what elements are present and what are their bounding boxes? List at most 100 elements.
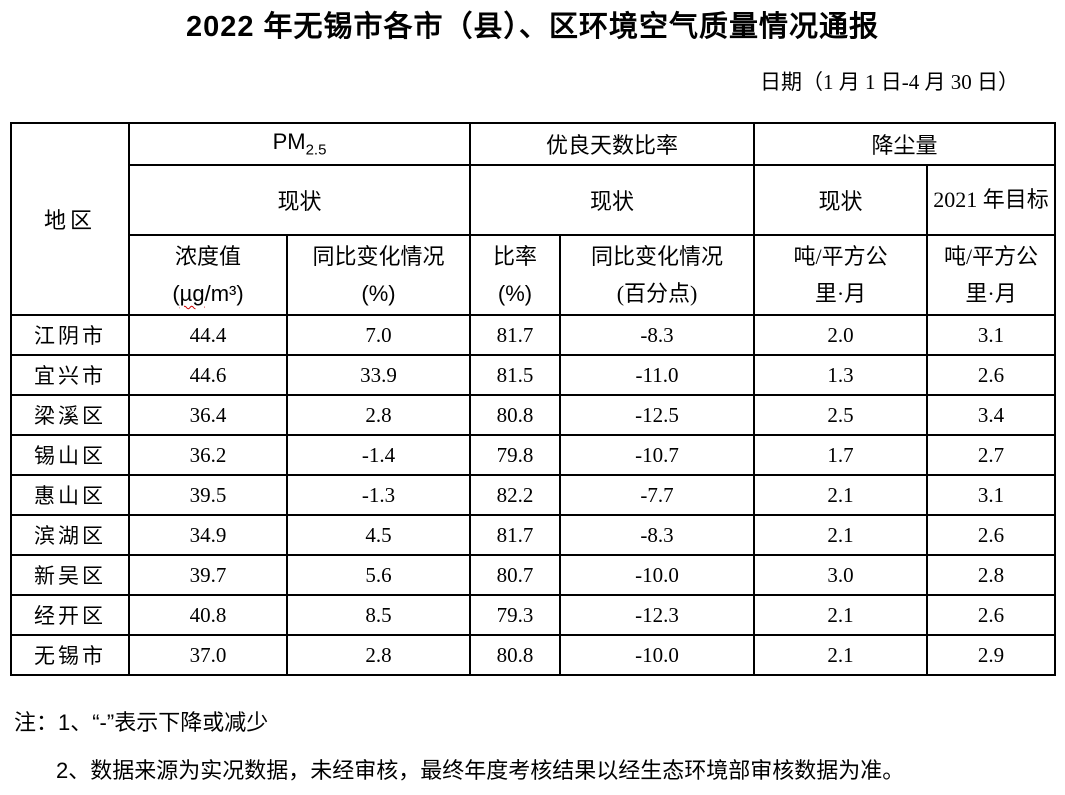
value-cell: 2.1 bbox=[753, 474, 929, 516]
value-cell: 79.8 bbox=[469, 434, 562, 476]
pm25-yoy-change-header: 同比变化情况 (%) bbox=[285, 234, 472, 316]
value-cell: 2.1 bbox=[753, 514, 929, 556]
pm25-label-subscript: 2.5 bbox=[305, 141, 327, 159]
table-row: 宜兴市 44.6 33.9 81.5 -11.0 1.3 2.6 bbox=[10, 354, 1057, 396]
table-row: 惠山区 39.5 -1.3 82.2 -7.7 2.1 3.1 bbox=[10, 474, 1057, 516]
pm25-concentration-header: 浓度值 (µg/m³) bbox=[128, 234, 288, 316]
value-cell: 80.7 bbox=[469, 554, 562, 596]
value-cell: 34.9 bbox=[128, 514, 288, 556]
value-cell: 39.5 bbox=[128, 474, 288, 516]
document-title: 2022 年无锡市各市（县）、区环境空气质量情况通报 bbox=[185, 11, 880, 43]
value-cell: 3.1 bbox=[926, 314, 1057, 356]
table-row: 滨湖区 34.9 4.5 81.7 -8.3 2.1 2.6 bbox=[10, 514, 1057, 556]
region-cell: 宜兴市 bbox=[10, 354, 130, 396]
value-cell: 2.8 bbox=[285, 634, 472, 676]
region-cell: 锡山区 bbox=[10, 434, 130, 476]
table-row: 梁溪区 36.4 2.8 80.8 -12.5 2.5 3.4 bbox=[10, 394, 1057, 436]
pm25-label-base: PM bbox=[272, 129, 306, 155]
table-row: 新吴区 39.7 5.6 80.7 -10.0 3.0 2.8 bbox=[10, 554, 1057, 596]
region-cell: 无锡市 bbox=[10, 634, 130, 676]
value-cell: 2.9 bbox=[926, 634, 1057, 676]
dustfall-current-unit-header: 吨/平方公 里·月 bbox=[753, 234, 929, 316]
value-cell: 79.3 bbox=[469, 594, 562, 636]
dustfall-target-unit-header: 吨/平方公 里·月 bbox=[926, 234, 1057, 316]
value-cell: 44.6 bbox=[128, 354, 288, 396]
value-cell: 33.9 bbox=[285, 354, 472, 396]
value-cell: 36.4 bbox=[128, 394, 288, 436]
value-cell: -8.3 bbox=[559, 314, 756, 356]
value-cell: 1.3 bbox=[753, 354, 929, 396]
value-cell: 36.2 bbox=[128, 434, 288, 476]
dustfall-status-header: 现状 bbox=[753, 164, 929, 236]
good-days-ratio-header: 比率 (%) bbox=[469, 234, 562, 316]
value-cell: -7.7 bbox=[559, 474, 756, 516]
value-cell: 2.1 bbox=[753, 634, 929, 676]
note-2: 2、数据来源为实况数据，未经审核，最终年度考核结果以经生态环境部审核数据为准。 bbox=[56, 758, 905, 783]
good-days-status-header: 现状 bbox=[469, 164, 756, 236]
value-cell: 82.2 bbox=[469, 474, 562, 516]
value-cell: 2.1 bbox=[753, 594, 929, 636]
region-cell: 梁溪区 bbox=[10, 394, 130, 436]
value-cell: -10.0 bbox=[559, 634, 756, 676]
value-cell: -11.0 bbox=[559, 354, 756, 396]
value-cell: 37.0 bbox=[128, 634, 288, 676]
value-cell: 3.0 bbox=[753, 554, 929, 596]
table-row: 无锡市 37.0 2.8 80.8 -10.0 2.1 2.9 bbox=[10, 634, 1057, 676]
region-cell: 经开区 bbox=[10, 594, 130, 636]
pm25-concentration-unit: (µg/m³) bbox=[172, 281, 244, 306]
value-cell: 4.5 bbox=[285, 514, 472, 556]
value-cell: -12.5 bbox=[559, 394, 756, 436]
value-cell: 2.7 bbox=[926, 434, 1057, 476]
value-cell: 2.5 bbox=[753, 394, 929, 436]
table-row: 经开区 40.8 8.5 79.3 -12.3 2.1 2.6 bbox=[10, 594, 1057, 636]
region-cell: 江阴市 bbox=[10, 314, 130, 356]
value-cell: 81.7 bbox=[469, 514, 562, 556]
value-cell: 2.8 bbox=[926, 554, 1057, 596]
region-cell: 滨湖区 bbox=[10, 514, 130, 556]
dustfall-target-header: 2021 年目标 bbox=[926, 164, 1057, 236]
table-header-row-status: 现状 现状 现状 2021 年目标 bbox=[11, 164, 1057, 236]
value-cell: 81.7 bbox=[469, 314, 562, 356]
date-range: 日期（1 月 1 日-4 月 30 日） bbox=[760, 70, 1019, 94]
value-cell: 80.8 bbox=[469, 634, 562, 676]
table-row: 江阴市 44.4 7.0 81.7 -8.3 2.0 3.1 bbox=[10, 314, 1057, 356]
value-cell: -1.4 bbox=[285, 434, 472, 476]
dustfall-group-header: 降尘量 bbox=[753, 122, 1057, 166]
air-quality-table: 地区 PM2.5 优良天数比率 降尘量 现状 现状 现状 2021 年目标 浓度… bbox=[10, 122, 1057, 676]
value-cell: 2.6 bbox=[926, 514, 1057, 556]
value-cell: 2.6 bbox=[926, 594, 1057, 636]
pm25-concentration-label: 浓度值 bbox=[174, 244, 241, 269]
table-row: 锡山区 36.2 -1.4 79.8 -10.7 1.7 2.7 bbox=[10, 434, 1057, 476]
value-cell: -10.0 bbox=[559, 554, 756, 596]
good-days-yoy-change-header: 同比变化情况 (百分点) bbox=[559, 234, 756, 316]
value-cell: -1.3 bbox=[285, 474, 472, 516]
value-cell: 3.4 bbox=[926, 394, 1057, 436]
value-cell: 81.5 bbox=[469, 354, 562, 396]
value-cell: 2.0 bbox=[753, 314, 929, 356]
value-cell: 2.6 bbox=[926, 354, 1057, 396]
value-cell: 5.6 bbox=[285, 554, 472, 596]
good-days-group-header: 优良天数比率 bbox=[469, 122, 756, 166]
value-cell: 44.4 bbox=[128, 314, 288, 356]
table-header-row-units: 浓度值 (µg/m³) 同比变化情况 (%) 比率 (%) 同比变化情况 (百分… bbox=[11, 234, 1057, 316]
value-cell: 40.8 bbox=[128, 594, 288, 636]
value-cell: 2.8 bbox=[285, 394, 472, 436]
note-1: 注：1、“-”表示下降或减少 bbox=[14, 710, 269, 735]
region-column-header: 地区 bbox=[10, 122, 130, 316]
value-cell: 7.0 bbox=[285, 314, 472, 356]
table-body: 江阴市 44.4 7.0 81.7 -8.3 2.0 3.1 宜兴市 44.6 33.9 81.5-… bbox=[10, 314, 1057, 676]
region-cell: 惠山区 bbox=[10, 474, 130, 516]
value-cell: 1.7 bbox=[753, 434, 929, 476]
value-cell: 80.8 bbox=[469, 394, 562, 436]
value-cell: 8.5 bbox=[285, 594, 472, 636]
notes-section: 注：1、“-”表示下降或减少 2、数据来源为实况数据，未经审核，最终年度考核结果… bbox=[14, 708, 1065, 786]
value-cell: -12.3 bbox=[559, 594, 756, 636]
value-cell: 39.7 bbox=[128, 554, 288, 596]
table-header-row-groups: 地区 PM2.5 优良天数比率 降尘量 bbox=[10, 122, 1057, 316]
value-cell: 3.1 bbox=[926, 474, 1057, 516]
spellcheck-underline: µg bbox=[179, 281, 205, 306]
value-cell: -10.7 bbox=[559, 434, 756, 476]
value-cell: -8.3 bbox=[559, 514, 756, 556]
region-cell: 新吴区 bbox=[10, 554, 130, 596]
